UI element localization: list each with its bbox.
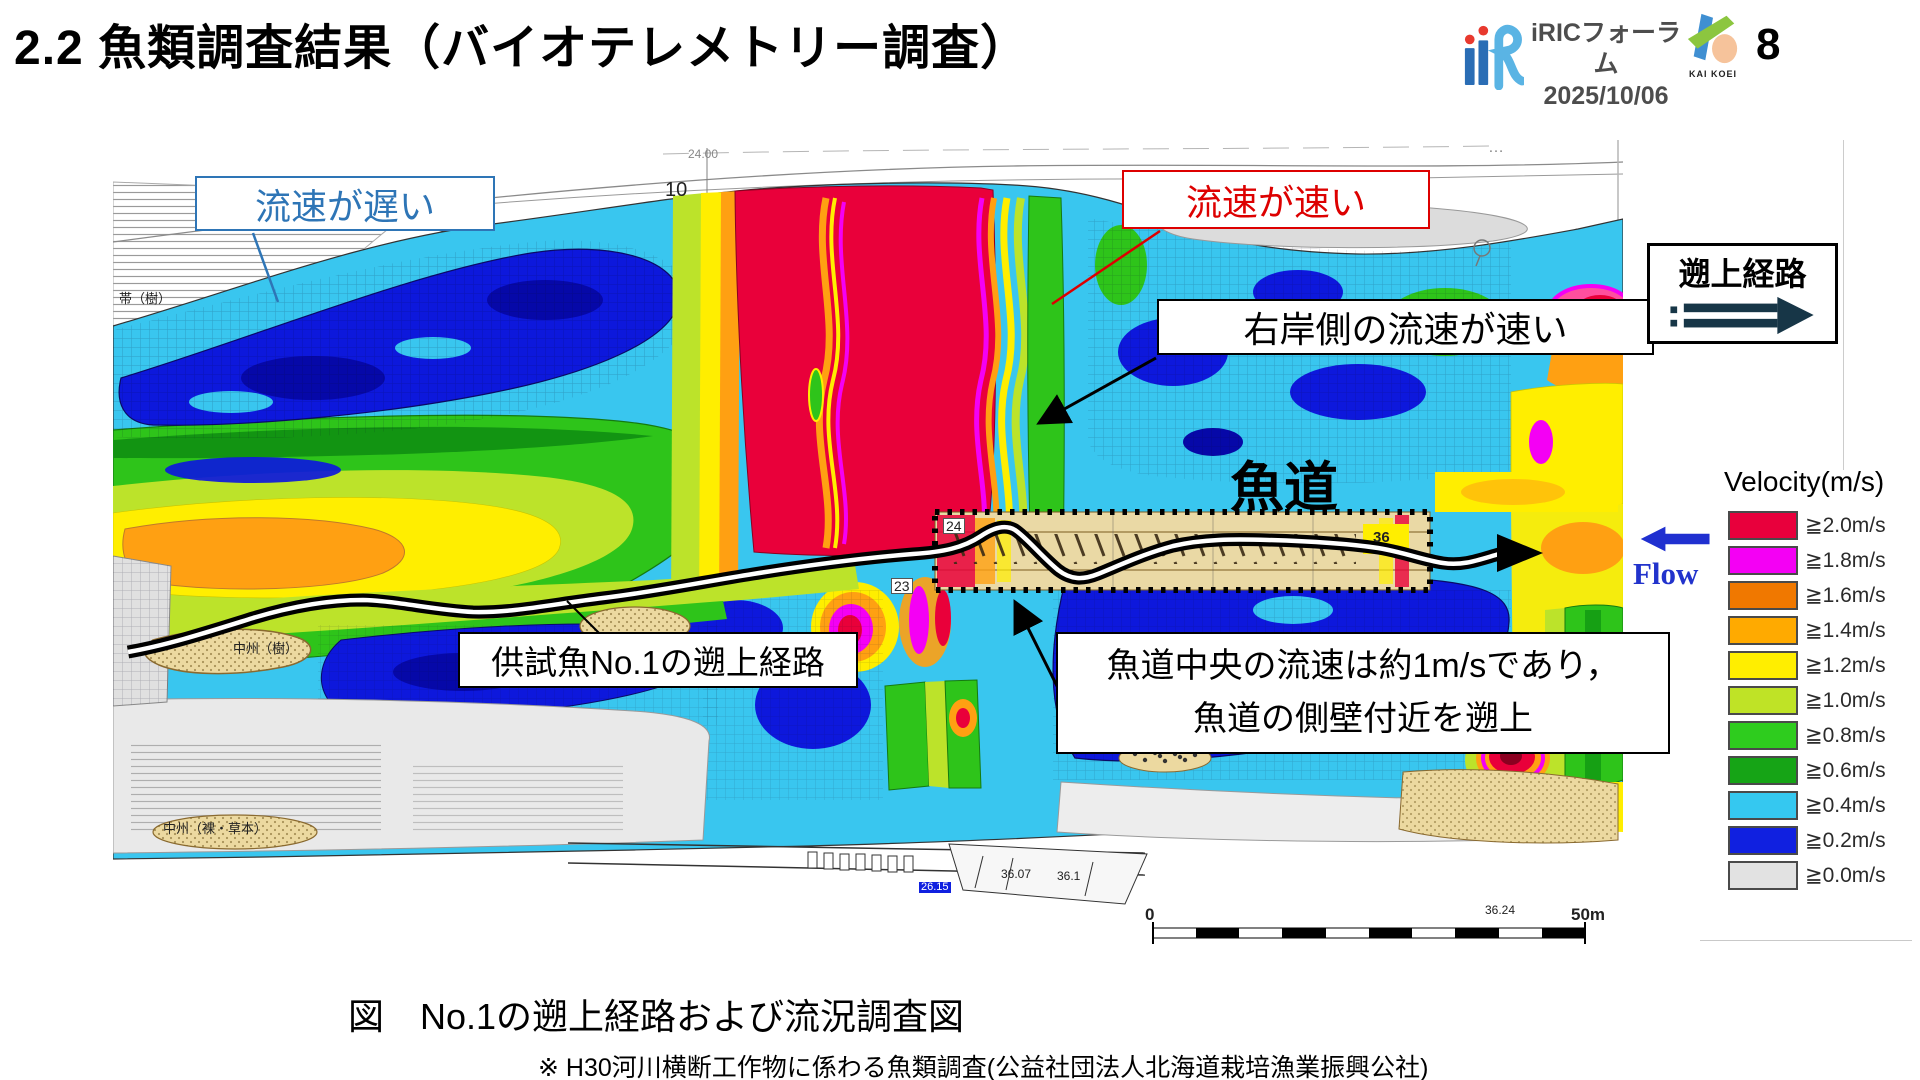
callout-right-bank: 右岸側の流速が速い xyxy=(1157,299,1654,355)
velocity-legend-rows: ≧2.0m/s ≧1.8m/s ≧1.6m/s ≧1.4m/s ≧1.2m/s ≧1.0m… xyxy=(1700,510,1915,890)
legend-item: ≧0.4m/s xyxy=(1700,790,1915,820)
elevation-label: 24.00 xyxy=(688,147,719,161)
source-note: ※ H30河川横断工作物に係わる魚類調査(公益社団法人北海道栽培漁業振興公社) xyxy=(538,1054,1429,1080)
callout-fast-flow: 流速が速い xyxy=(1122,170,1430,229)
chip-36: 36 xyxy=(1373,529,1390,546)
callout-fish-route-text: 供試魚No.1の遡上経路 xyxy=(491,644,825,681)
legend-item: ≧1.4m/s xyxy=(1700,615,1915,645)
legend-label: ≧0.2m/s xyxy=(1805,828,1886,852)
legend-item: ≧0.8m/s xyxy=(1700,720,1915,750)
forum-name: iRICフォーラム xyxy=(1530,19,1681,79)
legend-swatch xyxy=(1728,580,1798,610)
island-bare-label: 中州（裸・草本） xyxy=(163,821,268,836)
legend-item: ≧1.8m/s xyxy=(1700,545,1915,575)
route-leader-line xyxy=(566,600,600,634)
legend-label: ≧0.4m/s xyxy=(1805,793,1886,817)
legend-item: ≧0.2m/s xyxy=(1700,825,1915,855)
center-note-line1: 魚道中央の流速は約1m/sであり， xyxy=(1106,647,1620,686)
legend-swatch xyxy=(1728,545,1798,575)
dots-label: … xyxy=(1488,139,1504,156)
station-label: 10 xyxy=(665,179,688,201)
kai-koei-logo-icon xyxy=(1687,13,1738,64)
ascent-route-legend: 遡上経路 xyxy=(1647,243,1838,344)
legend-item: ≧2.0m/s xyxy=(1700,510,1915,540)
legend-label: ≧1.4m/s xyxy=(1805,618,1886,642)
kai-koei-logo: KAI KOEI xyxy=(1678,10,1748,79)
fishway-label: 魚道 xyxy=(1230,458,1338,518)
legend-label: ≧0.6m/s xyxy=(1805,758,1886,782)
bottom-structures xyxy=(567,842,1148,905)
forum-info: iRICフォーラム 2025/10/06 xyxy=(1526,18,1686,112)
island-tree-label: 中州（樹） xyxy=(233,641,299,656)
legend-swatch xyxy=(1728,825,1798,855)
center-note-line2: 魚道の側壁付近を遡上 xyxy=(1193,700,1533,738)
legend-label: ≧1.6m/s xyxy=(1805,583,1886,607)
legend-item: ≧1.0m/s xyxy=(1700,685,1915,715)
callout-fast-flow-text: 流速が速い xyxy=(1185,181,1366,223)
velocity-legend-title: Velocity(m/s) xyxy=(1724,466,1885,497)
page-title: 2.2 魚類調査結果（バイオテレメトリー調査） xyxy=(14,22,1030,75)
page-number: 8 xyxy=(1756,20,1781,69)
num-36-07: 36.07 xyxy=(1001,867,1032,881)
legend-swatch xyxy=(1728,720,1798,750)
iric-logo-icon xyxy=(1464,24,1524,90)
rightbank-arrow xyxy=(1036,356,1157,425)
legend-item: ≧1.2m/s xyxy=(1700,650,1915,680)
legend-swatch xyxy=(1728,650,1798,680)
num-26-15: 26.15 xyxy=(919,881,951,893)
route-arrowhead xyxy=(1497,534,1543,572)
legend-item: ≧1.6m/s xyxy=(1700,580,1915,610)
legend-label: ≧0.0m/s xyxy=(1805,863,1886,887)
callout-right-bank-text: 右岸側の流速が速い xyxy=(1243,309,1568,350)
bank-label: 帯（樹） xyxy=(119,291,172,306)
scale-zero: 0 xyxy=(1145,905,1155,924)
velocity-contour-map: 10 24.00 … 24 23 36 36.07 36.1 26.15 36.… xyxy=(112,139,1635,960)
scale-50m: 50m xyxy=(1571,905,1606,924)
legend-item: ≧0.6m/s xyxy=(1700,755,1915,785)
legend-label: ≧0.8m/s xyxy=(1805,723,1886,747)
callout-slow-flow: 流速が遅い xyxy=(195,176,495,231)
callout-slow-flow-text: 流速が遅い xyxy=(254,185,435,227)
ascent-route-arrow-icon xyxy=(1669,296,1814,335)
figure-frame-line xyxy=(1843,140,1844,470)
flow-label: Flow xyxy=(1633,556,1699,591)
callout-center-note: 魚道中央の流速は約1m/sであり， 魚道の側壁付近を遡上 xyxy=(1056,632,1670,754)
legend-swatch xyxy=(1728,685,1798,715)
contour-map-graphic xyxy=(112,140,1635,944)
scale-bar xyxy=(1152,922,1586,944)
legend-swatch xyxy=(1728,510,1798,540)
legend-label: ≧1.2m/s xyxy=(1805,653,1886,677)
num-36-24: 36.24 xyxy=(1485,903,1516,917)
flow-direction-arrow-icon xyxy=(1640,526,1710,552)
legend-swatch xyxy=(1728,790,1798,820)
figure-caption: 図 No.1の遡上経路および流況調査図 xyxy=(348,996,965,1037)
legend-label: ≧1.8m/s xyxy=(1805,548,1886,572)
velocity-legend: Velocity(m/s) ≧2.0m/s ≧1.8m/s ≧1.6m/s ≧1.4m… xyxy=(1700,466,1915,895)
chip-23: 23 xyxy=(891,578,913,594)
legend-swatch xyxy=(1728,615,1798,645)
kai-koei-logo-text: KAI KOEI xyxy=(1688,69,1737,79)
legend-swatch xyxy=(1728,860,1798,890)
ascent-route-legend-title: 遡上経路 xyxy=(1678,256,1807,292)
callout-fish-route: 供試魚No.1の遡上経路 xyxy=(458,632,858,688)
forum-date: 2025/10/06 xyxy=(1543,81,1669,110)
num-36-1: 36.1 xyxy=(1057,869,1081,883)
legend-item: ≧0.0m/s xyxy=(1700,860,1915,890)
fish-route-path xyxy=(126,520,1543,659)
chip-24: 24 xyxy=(943,518,965,534)
legend-label: ≧1.0m/s xyxy=(1805,688,1886,712)
fast-leader-line xyxy=(1051,229,1161,306)
legend-divider xyxy=(1700,940,1912,941)
legend-label: ≧2.0m/s xyxy=(1805,513,1886,537)
slow-leader-line xyxy=(251,232,280,303)
note-arrow xyxy=(1013,599,1062,693)
legend-swatch xyxy=(1728,755,1798,785)
